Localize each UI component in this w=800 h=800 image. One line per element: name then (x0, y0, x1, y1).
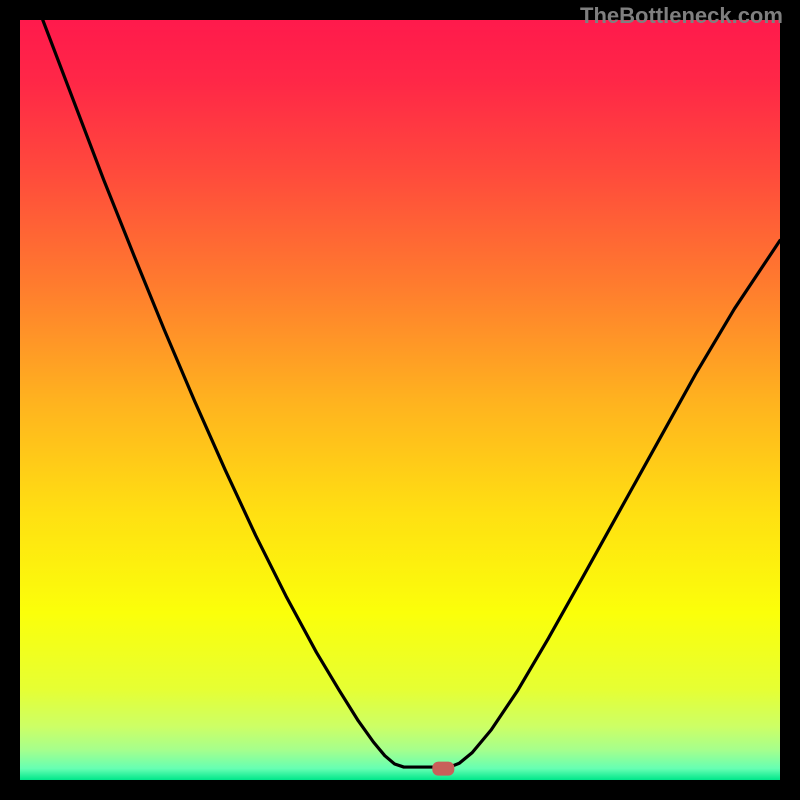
optimal-point-marker (432, 762, 454, 776)
gradient-background (20, 20, 780, 780)
bottleneck-chart (20, 20, 780, 780)
watermark-text: TheBottleneck.com (580, 3, 783, 29)
